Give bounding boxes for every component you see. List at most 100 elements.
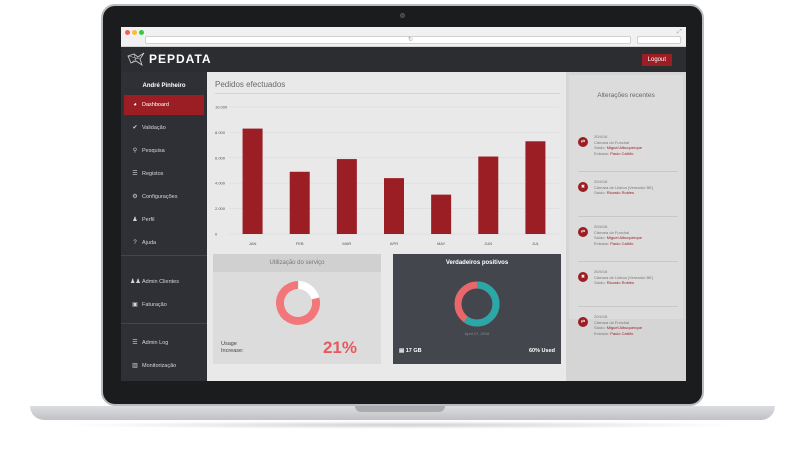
recent-change-text: 20/4/16 Câmara de Lisboa (Vereador BE) Saí… xyxy=(594,269,653,286)
user-name: André Pinheiro xyxy=(142,83,186,89)
close-window-button[interactable] xyxy=(125,30,130,35)
person-name: Paulo Cafôfo xyxy=(610,150,634,156)
x-tick-label: FEB xyxy=(296,241,304,246)
list-icon: ☰ xyxy=(132,171,138,177)
requests-bar-chart: 0 2.000 4.000 6.000 8.000 10.000 JAN FEB MAR APR M… xyxy=(215,105,559,246)
recent-change-line: Entrado: Paulo Cafôfo xyxy=(594,150,634,156)
positives-donut xyxy=(454,281,500,327)
minimize-window-button[interactable] xyxy=(132,30,137,35)
y-tick-label: 2.000 xyxy=(215,206,226,211)
bar-may[interactable] xyxy=(431,194,452,234)
person-name: Paulo Cafôfo xyxy=(610,240,634,246)
sidebar-item-admin-clientes[interactable]: ♟♟ Admin Clientes xyxy=(124,272,204,292)
refresh-icon[interactable]: ↻ xyxy=(408,37,414,43)
billing-icon: ▣ xyxy=(132,302,138,308)
true-positives-card: Verdadeiros positivos April 17, 2016 ▤ 1… xyxy=(393,254,561,364)
fullscreen-icon[interactable]: ⤢ xyxy=(677,29,682,35)
storage-text: 17 GB xyxy=(405,348,422,354)
x-tick-label: JAN xyxy=(249,241,257,246)
sidebar-item-configuracoes[interactable]: ⚙ Configurações xyxy=(124,187,204,207)
sidebar-item-label: Faturação xyxy=(142,302,167,308)
sidebar-item-dashboard[interactable]: ◕ Dashboard xyxy=(124,95,204,115)
recent-changes-title: Alterações recentes xyxy=(597,92,655,99)
bar-jul[interactable] xyxy=(525,141,546,234)
positives-donut-arc xyxy=(454,281,500,327)
bar-feb[interactable] xyxy=(289,171,310,234)
feed-divider xyxy=(578,261,678,262)
sidebar-item-registos[interactable]: ☰ Registos xyxy=(124,164,204,184)
y-tick-label: 4.000 xyxy=(215,181,226,186)
recent-change-line: Câmara de Lisboa (Vereador BE) xyxy=(594,274,654,280)
bar-jun[interactable] xyxy=(478,156,499,234)
recent-change-line: Saído: Miguel Albuquerque xyxy=(594,325,643,330)
recent-change-text: 20/4/16 Câmara de Lisboa (Vereador BE) Saí… xyxy=(594,179,653,196)
sidebar-item-perfil[interactable]: ♟ Perfil xyxy=(124,210,204,230)
sidebar-item-label: Admin Log xyxy=(142,340,169,346)
usage-label: Usage Increase: xyxy=(221,341,244,354)
storage-value: ▤ 17 GB xyxy=(399,348,422,354)
x-tick-label: APR xyxy=(390,241,398,246)
help-icon: ? xyxy=(133,240,137,246)
storage-icon: ▤ xyxy=(399,348,406,354)
main-content: Pedidos efectuados 0 2.000 4.000 6.000 8.000… xyxy=(207,72,566,381)
y-tick-label: 0 xyxy=(215,232,218,237)
recent-change-line: Câmara de Lisboa (Vereador BE) xyxy=(594,184,654,190)
sidebar-item-label: Ajuda xyxy=(142,240,157,246)
address-bar[interactable] xyxy=(145,36,631,44)
x-tick-label: MAR xyxy=(342,241,351,246)
person-name: Miguel Albuquerque xyxy=(606,235,643,240)
sidebar-item-ajuda[interactable]: ? Ajuda xyxy=(124,233,204,253)
recent-change-line: Entrado: Paulo Cafôfo xyxy=(594,240,634,246)
bar-mar[interactable] xyxy=(336,159,357,234)
camera-icon xyxy=(400,13,405,18)
sidebar-item-faturacao[interactable]: ▣ Faturação xyxy=(124,295,204,315)
sidebar-item-label: Configurações xyxy=(142,194,178,200)
person-name: Ricardo Robles xyxy=(606,190,635,195)
users-icon: ♟♟ xyxy=(130,279,141,285)
usage-card-title: Utilização do serviço xyxy=(213,254,381,272)
browser-search-field[interactable] xyxy=(637,36,681,44)
user-icon: ♟ xyxy=(132,217,138,223)
sidebar-item-admin-log[interactable]: ☰ Admin Log xyxy=(124,333,204,353)
recent-change-text: 20/4/16 Câmara do Funchal Saído: Miguel Al… xyxy=(594,314,642,336)
recent-change-line: Saído: Ricardo Robles xyxy=(594,190,635,195)
feed-divider xyxy=(578,171,678,172)
feed-divider xyxy=(578,216,678,217)
sidebar-item-label: Validação xyxy=(142,125,166,131)
recent-change-line: Entrado: Paulo Cafôfo xyxy=(594,330,634,336)
recent-change-text: 20/4/16 Câmara do Funchal Saído: Miguel Al… xyxy=(594,134,642,156)
recent-change-text: 20/4/16 Câmara do Funchal Saído: Miguel Al… xyxy=(594,224,642,246)
sidebar-item-pesquisa[interactable]: ⚲ Pesquisa xyxy=(124,141,204,161)
x-tick-label: JUL xyxy=(532,241,540,246)
remove-icon: ✖ xyxy=(578,272,588,282)
person-name: Miguel Albuquerque xyxy=(606,325,643,330)
bar-apr[interactable] xyxy=(384,178,404,234)
app-header: PEPDATA Logout xyxy=(121,47,686,72)
recent-change-line: Câmara do Funchal xyxy=(594,139,630,145)
x-tick-label: MAY xyxy=(437,241,446,246)
usage-donut xyxy=(276,281,320,325)
true-positives-title: Verdadeiros positivos xyxy=(445,260,509,266)
person-name: Miguel Albuquerque xyxy=(606,145,643,150)
sidebar: André Pinheiro ◕ Dashboard ✔ Validação ⚲ Pesq… xyxy=(121,72,207,381)
sidebar-item-label: Dashboard xyxy=(142,102,169,108)
brand-name: PEPDATA xyxy=(149,52,212,66)
bar-jan[interactable] xyxy=(242,128,263,234)
recent-change-line: Saído: Miguel Albuquerque xyxy=(594,235,643,240)
usage-percent: 21% xyxy=(322,338,357,357)
sidebar-item-validacao[interactable]: ✔ Validação xyxy=(124,118,204,138)
sidebar-item-monitorizacao[interactable]: ▥ Monitorização xyxy=(124,356,204,376)
browser-chrome: ◀ ↻ ⤢ xyxy=(121,27,686,47)
search-icon: ⚲ xyxy=(132,148,138,154)
dashboard-icon: ◕ xyxy=(133,102,137,108)
maximize-window-button[interactable] xyxy=(139,30,144,35)
logout-button[interactable]: Logout xyxy=(641,54,672,66)
sidebar-item-label: Registos xyxy=(142,171,164,177)
screen: ◀ ↻ ⤢ PEPDATA Logout André Pinheiro ◕ Das… xyxy=(121,27,686,381)
remove-icon: ✖ xyxy=(578,182,588,192)
laptop-notch xyxy=(355,406,445,412)
laptop-base xyxy=(30,406,775,420)
sidebar-item-label: Pesquisa xyxy=(142,148,165,154)
x-tick-label: JUN xyxy=(484,241,492,246)
positives-date: April 17, 2016 xyxy=(464,331,490,336)
